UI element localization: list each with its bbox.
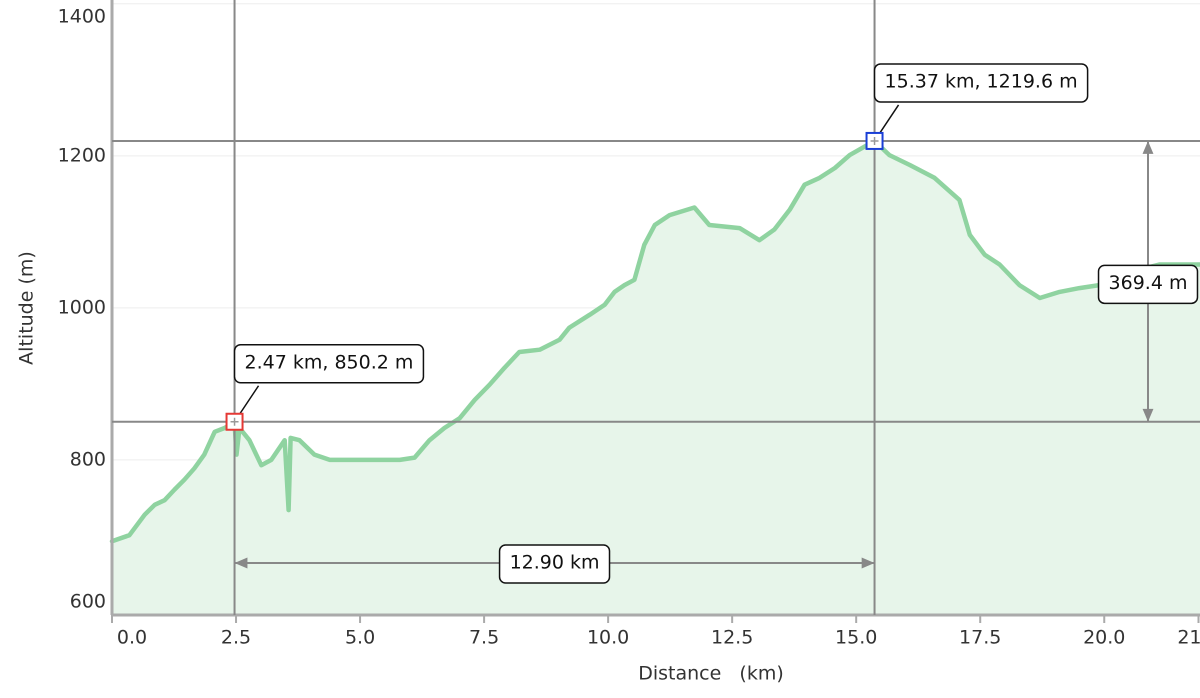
marker-callout: 15.37 km, 1219.6 m xyxy=(873,63,1089,103)
marker-callout: 2.47 km, 850.2 m xyxy=(233,344,425,384)
altitude-label-text: 369.4 m xyxy=(1109,272,1188,294)
marker-callout-text: 2.47 km, 850.2 m xyxy=(245,351,414,373)
altitude-arrow-head xyxy=(1142,140,1154,154)
y-tick-label: 600 xyxy=(70,591,106,613)
x-tick-label: 7.5 xyxy=(469,627,499,649)
y-tick-label: 1000 xyxy=(58,296,106,318)
x-tick-label: 0.0 xyxy=(117,627,147,649)
distance-label: 12.90 km xyxy=(498,544,611,584)
area-fill xyxy=(112,140,1200,615)
x-axis-title: Distance (km) xyxy=(638,663,784,685)
altitude-label-box xyxy=(1097,264,1199,305)
y-tick-label: 1200 xyxy=(58,144,106,166)
x-tick-label: 10.0 xyxy=(587,627,629,649)
marker-callout-box xyxy=(233,344,425,384)
x-tick-label: 5.0 xyxy=(345,627,375,649)
distance-arrow-head xyxy=(861,557,875,569)
point-marker-cross xyxy=(870,136,879,145)
marker-callout-box xyxy=(873,63,1089,103)
marker-callout-text: 15.37 km, 1219.6 m xyxy=(885,70,1078,92)
distance-arrow-head xyxy=(234,557,248,569)
callout-pointer xyxy=(237,385,260,417)
x-tick-label: 12.5 xyxy=(711,627,753,649)
x-tick-label: 17.5 xyxy=(959,627,1001,649)
y-tick-label: 1400 xyxy=(58,6,106,28)
x-tick-label: 21.9 xyxy=(1177,627,1200,649)
distance-label-text: 12.90 km xyxy=(510,552,600,574)
y-tick-label: 800 xyxy=(70,448,106,470)
callout-pointer xyxy=(877,104,900,136)
point-marker-cross xyxy=(230,417,239,426)
x-tick-label: 15.0 xyxy=(835,627,877,649)
altitude-arrow-head xyxy=(1142,408,1154,422)
y-axis-title: Altitude (m) xyxy=(16,251,38,365)
x-tick-label: 2.5 xyxy=(221,627,251,649)
distance-label-box xyxy=(498,544,611,584)
altitude-label: 369.4 m xyxy=(1097,264,1199,305)
x-tick-label: 20.0 xyxy=(1083,627,1125,649)
